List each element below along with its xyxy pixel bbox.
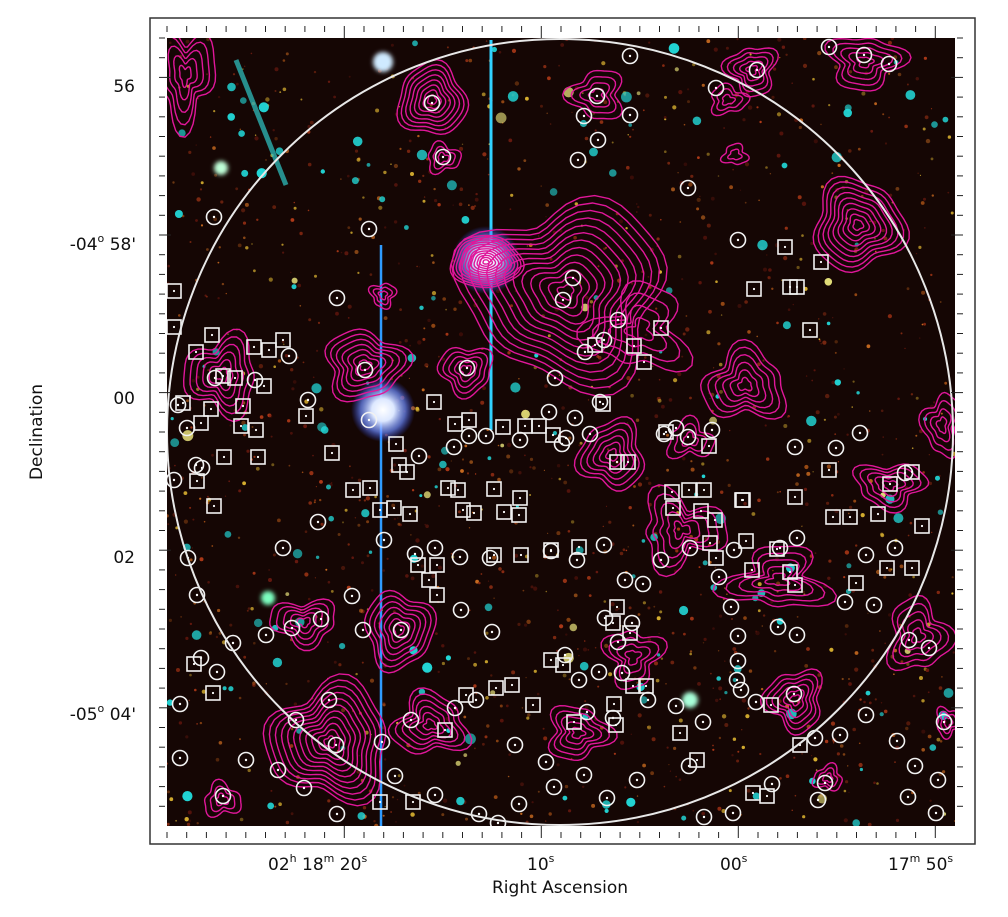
survey-field-circle [167, 38, 954, 826]
x-tick-label-02h18m20s: 02h 18m 20s [268, 852, 367, 875]
y-tick-label-m04-58: -04o 58' [70, 232, 136, 255]
y-tick-labels: 56 -04o 58' 00 02 -05o 04' [70, 77, 136, 725]
x-axis-title: Right Ascension [492, 878, 628, 898]
x-tick-label-00s: 00s [720, 852, 748, 875]
y-tick-label-00: 00 [113, 389, 135, 409]
y-axis-title: Declination [27, 384, 47, 480]
y-tick-label-m05-04: -05o 04' [70, 702, 136, 725]
source-markers [167, 38, 953, 826]
y-tick-label-56: 56 [113, 77, 135, 97]
x-tick-labels: 02h 18m 20s 10s 00s 17m 50s [268, 852, 953, 875]
axis-ticks [159, 26, 963, 838]
radio-contours [167, 38, 955, 818]
x-tick-label-17m50s: 17m 50s [888, 852, 953, 875]
y-tick-label-02: 02 [113, 548, 135, 568]
x-tick-label-10s: 10s [527, 852, 555, 875]
